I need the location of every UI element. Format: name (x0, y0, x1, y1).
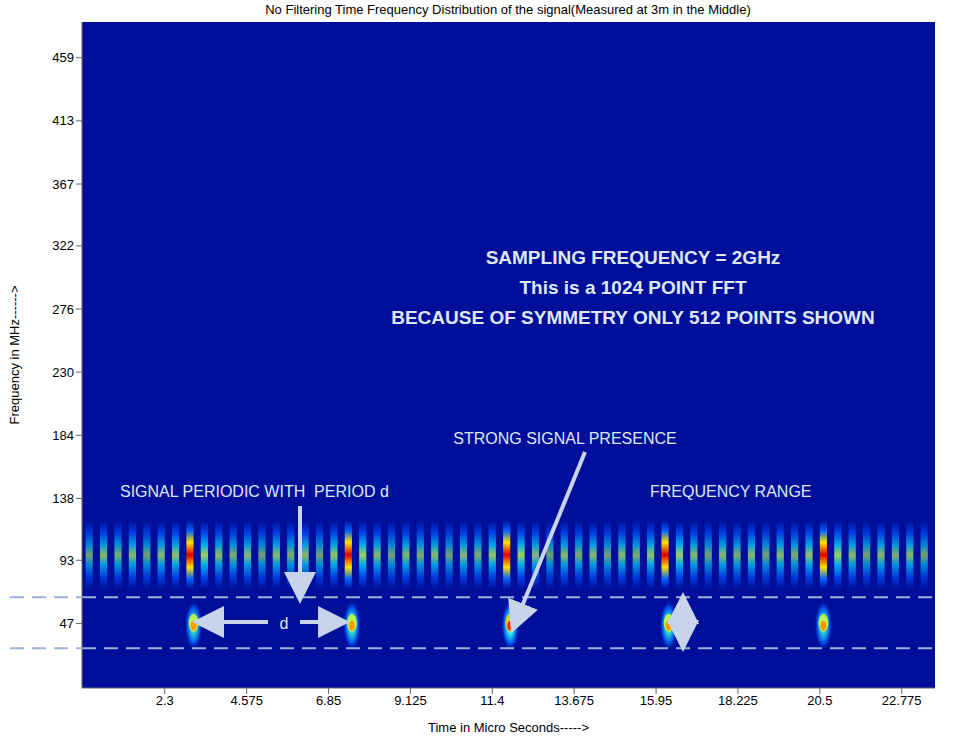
svg-text:SIGNAL PERIODIC WITH PERIOD d: SIGNAL PERIODIC WITH PERIOD d (120, 483, 389, 500)
svg-text:22.775: 22.775 (882, 693, 922, 708)
svg-text:This is a 1024 POINT FFT: This is a 1024 POINT FFT (519, 277, 746, 298)
svg-text:276: 276 (52, 302, 74, 317)
svg-text:459: 459 (52, 50, 74, 65)
svg-text:6.85: 6.85 (316, 693, 341, 708)
svg-text:FREQUENCY RANGE: FREQUENCY RANGE (650, 483, 812, 500)
svg-text:Frequency in MHz------>: Frequency in MHz------> (7, 285, 22, 424)
svg-text:Time in Micro Seconds----->: Time in Micro Seconds-----> (428, 720, 589, 735)
svg-text:15.95: 15.95 (640, 693, 673, 708)
svg-text:322: 322 (52, 238, 74, 253)
svg-text:BECAUSE OF SYMMETRY ONLY 512 P: BECAUSE OF SYMMETRY ONLY 512 POINTS SHOW… (391, 307, 875, 328)
svg-text:9.125: 9.125 (394, 693, 427, 708)
svg-text:138: 138 (52, 491, 74, 506)
svg-text:47: 47 (60, 616, 74, 631)
svg-text:20.5: 20.5 (807, 693, 832, 708)
svg-text:No Filtering Time Frequency Di: No Filtering Time Frequency Distribution… (265, 2, 751, 17)
svg-text:413: 413 (52, 113, 74, 128)
svg-text:13.675: 13.675 (554, 693, 594, 708)
svg-text:SAMPLING FREQUENCY = 2GHz: SAMPLING FREQUENCY = 2GHz (486, 247, 781, 268)
svg-text:18.225: 18.225 (718, 693, 758, 708)
svg-text:d: d (280, 615, 289, 632)
svg-text:2.3: 2.3 (156, 693, 174, 708)
svg-text:STRONG SIGNAL PRESENCE: STRONG SIGNAL PRESENCE (453, 430, 676, 447)
svg-text:230: 230 (52, 365, 74, 380)
svg-text:11.4: 11.4 (480, 693, 504, 708)
svg-text:4.575: 4.575 (230, 693, 263, 708)
svg-text:367: 367 (52, 177, 74, 192)
svg-text:93: 93 (60, 553, 74, 568)
svg-text:184: 184 (52, 428, 74, 443)
